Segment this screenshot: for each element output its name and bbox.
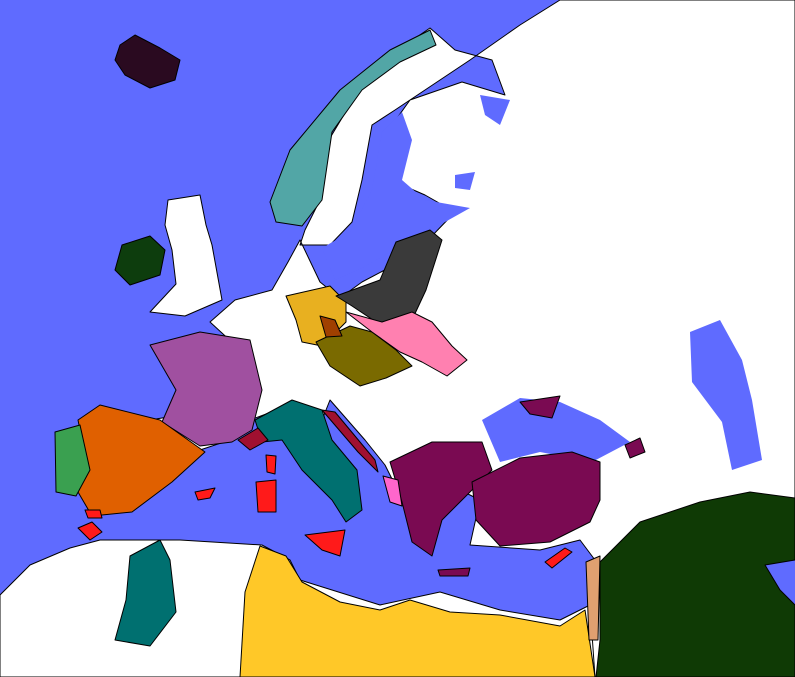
region-persia[interactable]	[595, 491, 795, 677]
region-caucasus[interactable]	[624, 437, 646, 459]
region-norway[interactable]	[269, 29, 437, 227]
region-corsica[interactable]	[265, 454, 277, 475]
baltic-sea	[322, 112, 470, 280]
region-brunswick[interactable]	[319, 315, 343, 338]
region-albania[interactable]	[382, 475, 403, 507]
region-egypt[interactable]	[239, 545, 596, 677]
region-morocco-coast[interactable]	[77, 521, 103, 541]
region-crete[interactable]	[437, 567, 471, 577]
region-france[interactable]	[149, 331, 263, 447]
region-levant[interactable]	[585, 555, 601, 641]
region-ottoman-anatolia[interactable]	[471, 451, 601, 547]
region-algeria[interactable]	[114, 539, 177, 647]
black-sea	[482, 398, 630, 462]
caspian-sea	[690, 320, 762, 470]
region-savoy[interactable]	[237, 427, 269, 451]
region-italy[interactable]	[254, 399, 363, 523]
region-dalmatia[interactable]	[321, 409, 379, 473]
region-sardinia[interactable]	[255, 479, 277, 513]
region-gibraltar[interactable]	[84, 509, 103, 519]
region-ireland[interactable]	[114, 235, 166, 286]
region-cyprus[interactable]	[544, 547, 573, 569]
region-ottoman-balkans[interactable]	[389, 441, 493, 557]
lake	[455, 172, 475, 190]
region-balearics[interactable]	[194, 487, 216, 501]
region-saxony[interactable]	[315, 325, 413, 387]
region-crimea[interactable]	[519, 395, 561, 419]
britain[interactable]	[149, 194, 223, 317]
region-iceland[interactable]	[114, 34, 181, 89]
persian-gulf	[765, 560, 795, 605]
region-prussia[interactable]	[335, 229, 443, 327]
region-sicily[interactable]	[304, 529, 346, 557]
region-poland[interactable]	[345, 311, 468, 377]
region-portugal[interactable]	[54, 424, 91, 497]
white-sea	[480, 95, 510, 125]
